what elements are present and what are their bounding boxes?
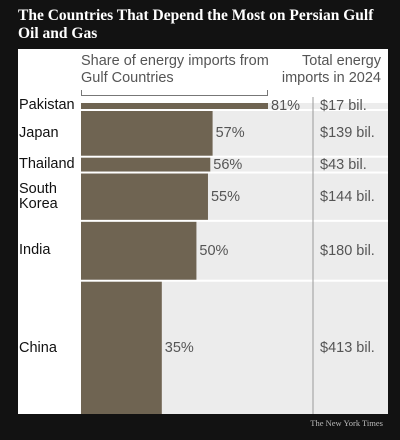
share-label-pakistan: 81% bbox=[271, 98, 301, 114]
total-label-china: $413 bil. bbox=[320, 340, 375, 357]
total-label-pakistan: $17 bil. bbox=[320, 98, 367, 114]
share-scale-bracket bbox=[81, 90, 268, 96]
total-label-japan: $139 bil. bbox=[320, 125, 375, 142]
category-label-south-korea: South Korea bbox=[19, 180, 58, 212]
total-label-india: $180 bil. bbox=[320, 242, 375, 259]
total-label-thailand: $43 bil. bbox=[320, 156, 367, 173]
bar-pakistan bbox=[81, 103, 268, 109]
category-label-line: India bbox=[19, 242, 51, 259]
bar-india bbox=[81, 221, 197, 280]
bar-thailand bbox=[81, 157, 211, 172]
total-imports-column-header: Total energy imports in 2024 bbox=[281, 53, 381, 86]
chart-title: The Countries That Depend the Most on Pe… bbox=[18, 7, 374, 42]
category-label-india: India bbox=[19, 243, 50, 258]
category-label-line: Japan bbox=[19, 124, 59, 141]
category-label-japan: Japan bbox=[19, 124, 59, 141]
category-label-line: Korea bbox=[19, 195, 58, 212]
credit-text: The New York Times bbox=[310, 418, 383, 428]
bar-south-korea bbox=[81, 173, 208, 220]
category-label-line: South bbox=[19, 180, 57, 197]
total-label-south-korea: $144 bil. bbox=[320, 188, 375, 205]
category-label-line: Pakistan bbox=[19, 96, 75, 113]
share-label-india: 50% bbox=[199, 242, 229, 259]
share-label-south-korea: 55% bbox=[210, 188, 240, 205]
category-label-line: China bbox=[19, 339, 57, 356]
bar-japan bbox=[81, 111, 213, 156]
category-label-china: China bbox=[19, 339, 57, 356]
share-label-china: 35% bbox=[164, 340, 194, 357]
bar-chart-svg bbox=[81, 97, 388, 414]
share-column-header: Share of energy imports from Gulf Countr… bbox=[81, 53, 269, 86]
category-label-line: Thailand bbox=[19, 156, 75, 173]
share-label-japan: 57% bbox=[215, 125, 245, 142]
category-label-thailand: Thailand bbox=[19, 157, 75, 172]
category-label-pakistan: Pakistan bbox=[19, 96, 75, 113]
chart-panel: Share of energy imports from Gulf Countr… bbox=[18, 49, 388, 414]
bar-china bbox=[81, 281, 162, 414]
share-label-thailand: 56% bbox=[213, 156, 243, 173]
